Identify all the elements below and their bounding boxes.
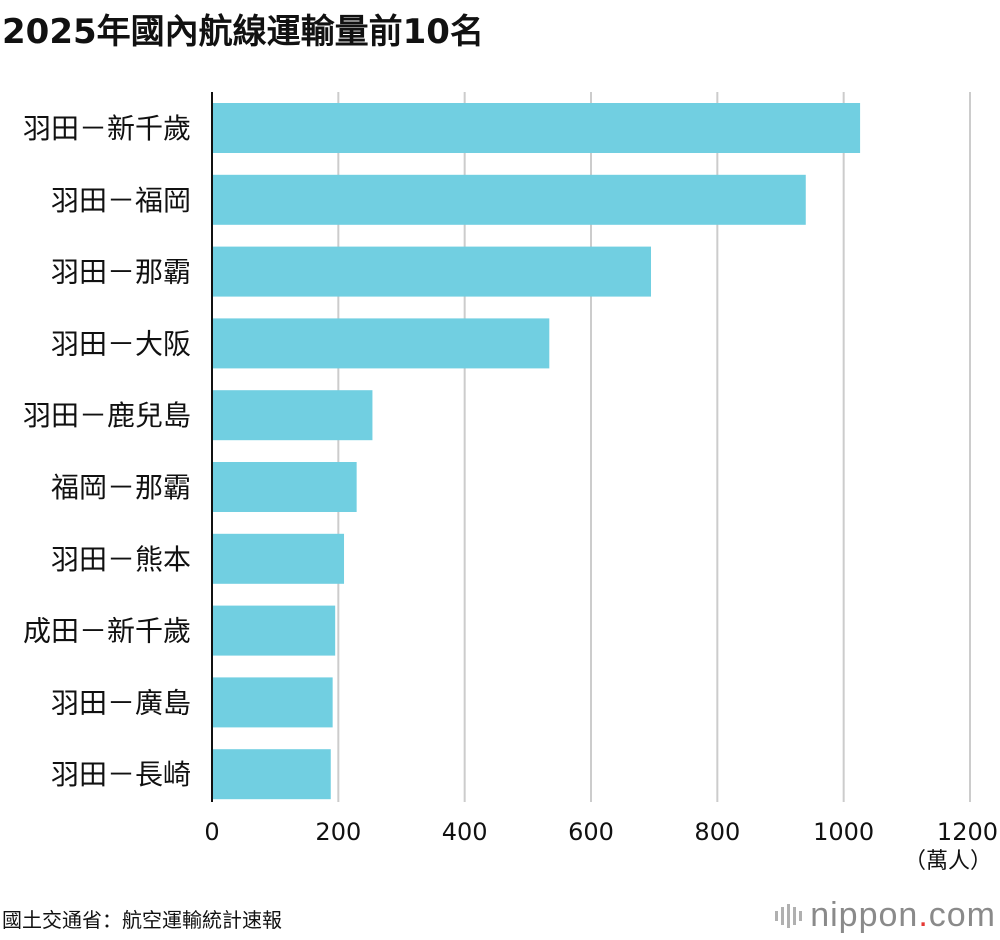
category-label: 羽田－廣島: [51, 686, 191, 719]
unit-label: （萬人）: [904, 849, 992, 874]
bar: [212, 749, 331, 800]
source-note: 國土交通省：航空運輸統計速報: [2, 908, 282, 932]
logo-suffix: com: [928, 896, 996, 934]
category-label: 福岡－那霸: [51, 471, 191, 504]
bars: [212, 103, 861, 800]
x-tick-label: 200: [315, 818, 361, 846]
category-label: 羽田－福岡: [51, 184, 191, 217]
nippon-logo[interactable]: nippon.com: [775, 896, 996, 935]
bar: [212, 246, 652, 297]
bar: [212, 605, 336, 656]
logo-bars-icon: [775, 903, 803, 928]
logo-name: nippon: [810, 896, 919, 934]
x-tick-label: 1000: [813, 818, 874, 846]
x-tick-label: 0: [204, 818, 219, 846]
bar: [212, 174, 806, 225]
category-label: 羽田－新千歲: [23, 112, 191, 145]
bar: [212, 103, 861, 153]
chart-title: 2025年國內航線運輸量前10名: [2, 12, 484, 52]
x-tick-label: 600: [568, 818, 614, 846]
bar: [212, 677, 333, 728]
x-tick-label: 1200: [937, 818, 998, 846]
bar: [212, 318, 550, 369]
category-label: 成田－新千歲: [23, 615, 191, 648]
tick-labels: 0 200 400 600 800 1000 1200: [204, 818, 998, 846]
bar: [212, 462, 357, 512]
x-tick-label: 400: [442, 818, 488, 846]
category-labels: 羽田－新千歲羽田－福岡羽田－那霸羽田－大阪羽田－鹿兒島福岡－那霸羽田－熊本成田－…: [23, 112, 191, 791]
category-label: 羽田－熊本: [51, 543, 191, 576]
bar-chart: 羽田－新千歲羽田－福岡羽田－那霸羽田－大阪羽田－鹿兒島福岡－那霸羽田－熊本成田－…: [23, 92, 998, 874]
category-label: 羽田－大阪: [51, 327, 191, 360]
bar: [212, 533, 345, 584]
category-label: 羽田－鹿兒島: [23, 399, 191, 432]
category-label: 羽田－長崎: [51, 758, 191, 791]
category-label: 羽田－那霸: [51, 256, 191, 289]
logo-dot: .: [918, 896, 929, 934]
bar: [212, 390, 373, 441]
x-tick-label: 800: [694, 818, 740, 846]
logo-text: nippon.com: [810, 896, 996, 935]
